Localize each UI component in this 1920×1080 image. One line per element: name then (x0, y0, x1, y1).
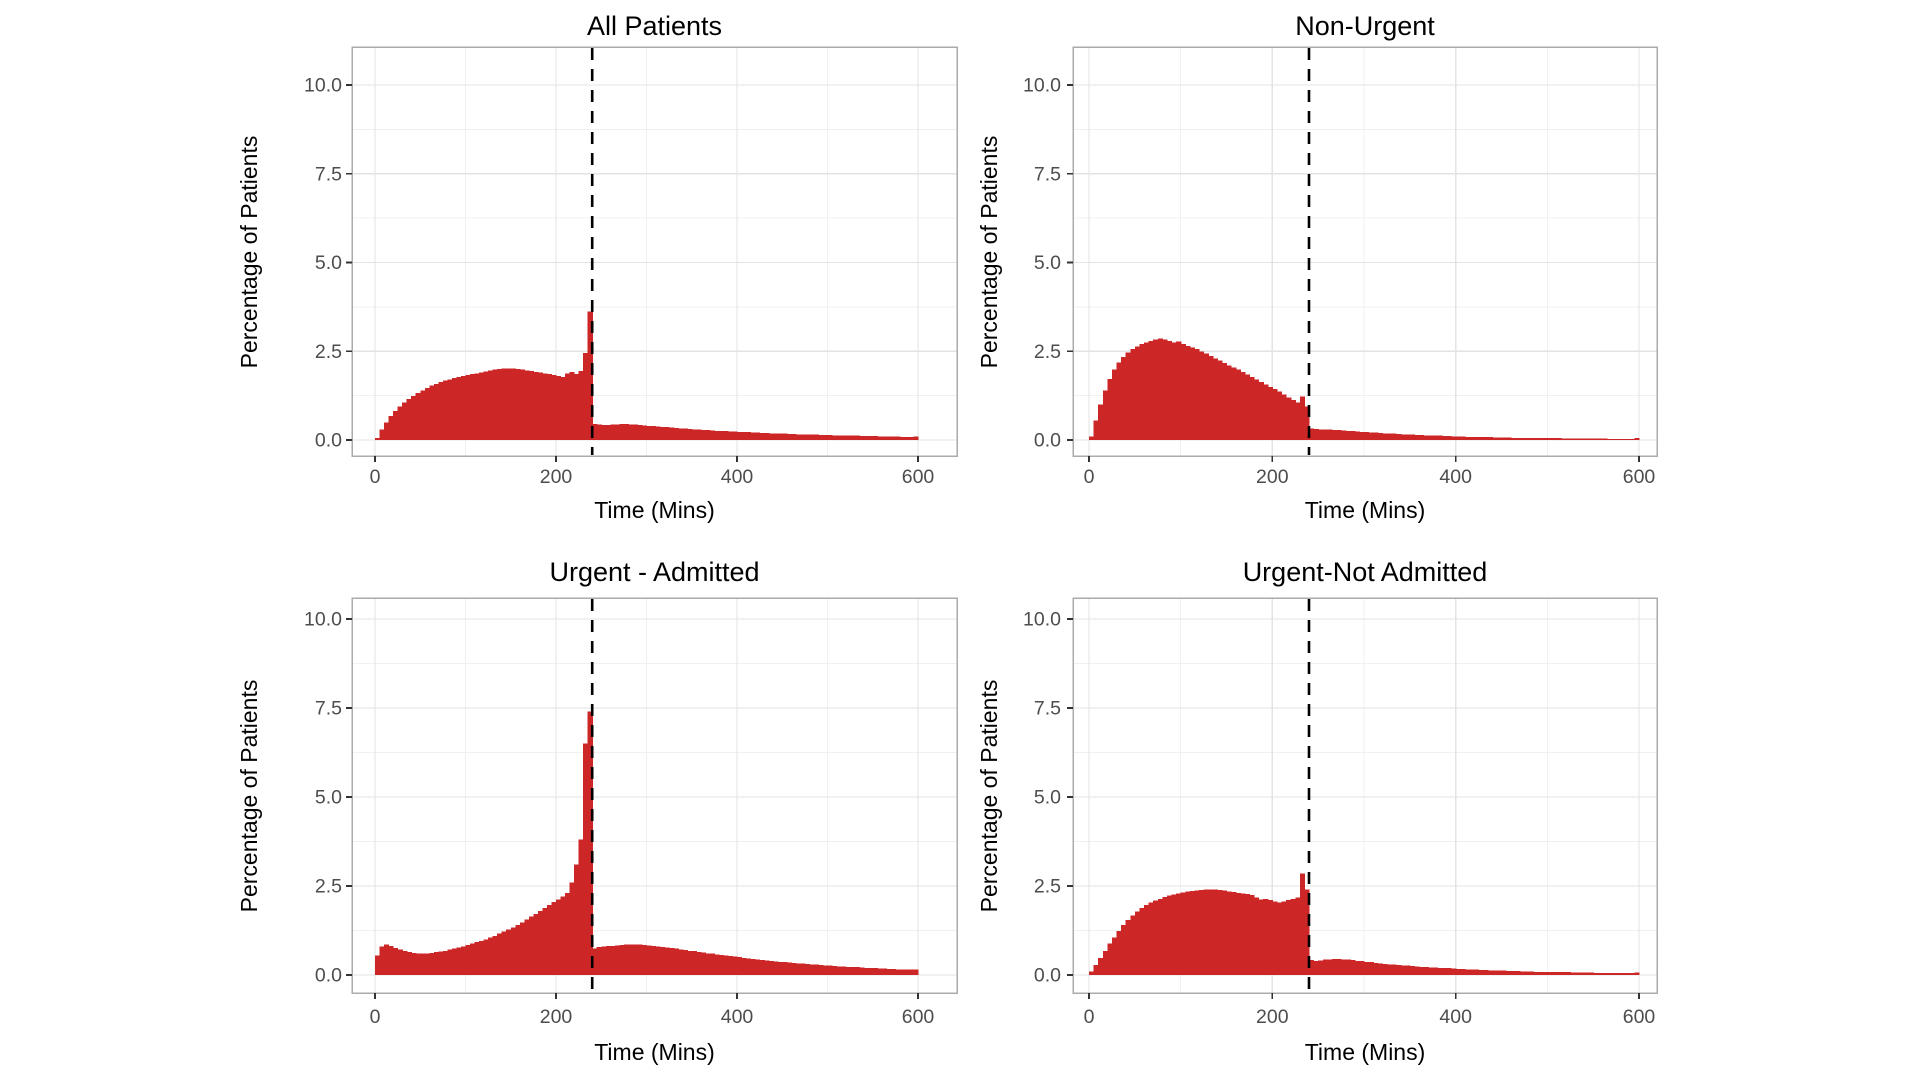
x-axis-title: Time (Mins) (1304, 1039, 1426, 1065)
svg-text:5.0: 5.0 (315, 787, 342, 809)
svg-text:10.0: 10.0 (304, 609, 342, 631)
svg-text:400: 400 (721, 1006, 754, 1028)
svg-text:400: 400 (1439, 1006, 1472, 1028)
subplot-urgent-admitted: Urgent - Admitted Percentage of Patients… (215, 540, 960, 1080)
svg-text:5.0: 5.0 (1034, 787, 1061, 809)
svg-text:7.5: 7.5 (315, 163, 342, 185)
svg-text:10.0: 10.0 (1023, 75, 1061, 97)
svg-text:0.0: 0.0 (315, 965, 342, 987)
x-axis-title: Time (Mins) (594, 497, 715, 523)
svg-text:200: 200 (540, 1006, 573, 1028)
svg-text:2.5: 2.5 (1034, 876, 1061, 898)
svg-text:5.0: 5.0 (1034, 252, 1061, 274)
svg-text:7.5: 7.5 (1034, 698, 1061, 720)
svg-text:0: 0 (1084, 1006, 1095, 1028)
svg-text:400: 400 (721, 466, 754, 488)
svg-text:10.0: 10.0 (304, 75, 342, 97)
subplot-all-patients: All Patients Percentage of Patients 0.0 2… (215, 0, 960, 540)
svg-text:5.0: 5.0 (315, 252, 342, 274)
svg-text:7.5: 7.5 (315, 698, 342, 720)
svg-text:2.5: 2.5 (315, 876, 342, 898)
svg-text:600: 600 (1623, 1006, 1656, 1028)
svg-text:600: 600 (1623, 466, 1656, 488)
svg-text:200: 200 (1256, 1006, 1289, 1028)
svg-text:0.0: 0.0 (1034, 965, 1061, 987)
svg-text:200: 200 (1256, 466, 1289, 488)
svg-text:0: 0 (370, 1006, 381, 1028)
svg-text:400: 400 (1439, 466, 1472, 488)
plot-title: Non-Urgent (1295, 11, 1435, 41)
svg-text:7.5: 7.5 (1034, 163, 1061, 185)
subplot-non-urgent: Non-Urgent Percentage of Patients 0.0 2.5… (960, 0, 1660, 540)
svg-text:0.0: 0.0 (315, 430, 342, 452)
svg-text:0: 0 (370, 466, 381, 488)
svg-text:0.0: 0.0 (1034, 430, 1061, 452)
plot-title: Urgent-Not Admitted (1242, 557, 1488, 587)
histogram-panel: 0.0 2.5 5.0 7.5 10.0 0 200 400 600 (1023, 46, 1658, 488)
svg-text:0: 0 (1084, 466, 1095, 488)
plot-title: All Patients (586, 11, 723, 41)
svg-text:600: 600 (902, 466, 935, 488)
histogram-panel: 0.0 2.5 5.0 7.5 10.0 0 200 400 600 (304, 46, 958, 488)
x-axis-title: Time (Mins) (594, 1039, 715, 1065)
histogram-panel: 0.0 2.5 5.0 7.5 10.0 0 200 400 600 (1023, 597, 1658, 1028)
subplot-urgent-not-admitted: Urgent-Not Admitted Percentage of Patien… (960, 540, 1660, 1080)
x-axis-title: Time (Mins) (1304, 497, 1426, 523)
histogram-panel: 0.0 2.5 5.0 7.5 10.0 0 200 400 600 (304, 597, 958, 1028)
svg-text:200: 200 (540, 466, 573, 488)
svg-text:2.5: 2.5 (1034, 341, 1061, 363)
svg-text:2.5: 2.5 (315, 341, 342, 363)
svg-text:600: 600 (902, 1006, 935, 1028)
svg-text:10.0: 10.0 (1023, 609, 1061, 631)
plot-title: Urgent - Admitted (549, 557, 760, 587)
